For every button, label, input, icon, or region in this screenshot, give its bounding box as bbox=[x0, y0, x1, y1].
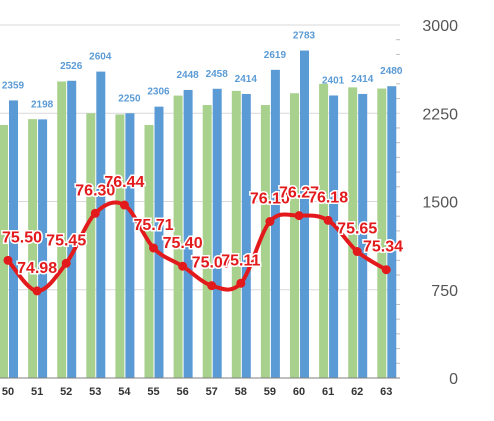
axes: 0 750 1500 2250 3000 50 51 52 53 54 55 56 57 58 59 60 61… bbox=[0, 18, 458, 398]
bar-value-label: 2359 bbox=[2, 80, 25, 91]
bar-value-label: 2783 bbox=[293, 31, 316, 42]
bar-blue bbox=[270, 69, 280, 379]
line-point bbox=[119, 200, 129, 210]
bar-value-label: 2619 bbox=[264, 50, 287, 61]
line-value-label: 76.30 bbox=[75, 182, 115, 199]
bar-green bbox=[290, 93, 299, 378]
bar-value-label: 2414 bbox=[235, 74, 258, 85]
bar-blue bbox=[358, 93, 368, 378]
line-point bbox=[61, 258, 71, 268]
bar-blue bbox=[241, 93, 251, 378]
line-point bbox=[149, 243, 158, 253]
bar-green bbox=[0, 125, 8, 379]
y-tick-label: 750 bbox=[431, 283, 458, 300]
line-value-label: 75.65 bbox=[337, 221, 377, 238]
bar-green bbox=[28, 119, 38, 378]
bar-blue bbox=[67, 80, 77, 379]
line-point bbox=[90, 208, 100, 218]
line-value-label: 74.98 bbox=[17, 260, 57, 277]
bars bbox=[0, 50, 397, 379]
bar-green bbox=[202, 105, 212, 378]
line-point bbox=[236, 278, 246, 288]
x-tick-label: 55 bbox=[147, 386, 159, 398]
bar-green bbox=[348, 87, 358, 378]
bar-green bbox=[57, 81, 67, 378]
bar-green bbox=[173, 95, 183, 378]
bar-value-label: 2604 bbox=[89, 52, 112, 63]
line-value-label: 75.40 bbox=[163, 235, 203, 252]
bar-blue bbox=[9, 100, 18, 379]
line-point bbox=[178, 261, 188, 271]
bar-value-label: 2306 bbox=[147, 87, 170, 98]
bar-blue bbox=[387, 86, 397, 378]
bar-green bbox=[231, 90, 241, 378]
bar-green bbox=[377, 88, 387, 378]
bar-green bbox=[319, 83, 329, 378]
line-value-label: 76.10 bbox=[250, 191, 290, 208]
bar-value-label: 2414 bbox=[351, 74, 374, 85]
line-value-label: 75.11 bbox=[221, 252, 260, 269]
bar-value-label: 2198 bbox=[31, 99, 54, 110]
x-tick-label: 50 bbox=[2, 386, 14, 398]
bar-green bbox=[86, 113, 96, 378]
line-value-label: 75.07 bbox=[192, 255, 232, 272]
bar-value-label: 2458 bbox=[206, 69, 229, 80]
y-tick-label: 0 bbox=[449, 371, 458, 388]
bar-blue bbox=[96, 71, 106, 378]
line-point bbox=[381, 265, 391, 275]
y-tick-label: 2250 bbox=[422, 106, 458, 123]
x-tick-label: 62 bbox=[351, 386, 363, 398]
bar-blue bbox=[212, 88, 222, 378]
x-tick-label: 59 bbox=[264, 386, 276, 398]
x-tick-label: 61 bbox=[322, 386, 334, 398]
data-labels: 2359 2198 2526 2604 2250 2306 2448 2458 2414 2619… bbox=[0, 31, 404, 279]
line-value-label: 76.44 bbox=[104, 174, 144, 191]
x-tick-label: 53 bbox=[89, 386, 101, 398]
line-point bbox=[32, 286, 42, 296]
x-tick-label: 58 bbox=[235, 386, 247, 398]
line-value-label: 75.71 bbox=[133, 217, 173, 234]
line-point bbox=[294, 211, 304, 221]
bar-green bbox=[115, 114, 125, 378]
x-tick-label: 51 bbox=[31, 386, 43, 398]
line-value-label: 76.18 bbox=[308, 189, 348, 206]
x-tick-label: 60 bbox=[293, 386, 305, 398]
line-point bbox=[265, 217, 275, 227]
bar-value-label: 2401 bbox=[322, 75, 345, 86]
x-tick-label: 54 bbox=[118, 386, 131, 398]
bar-value-label: 2448 bbox=[176, 70, 199, 81]
line-value-label: 76.27 bbox=[279, 185, 319, 202]
bar-green bbox=[144, 125, 154, 379]
bar-blue bbox=[154, 106, 164, 378]
line-value-label: 75.34 bbox=[363, 239, 403, 256]
bar-value-label: 2480 bbox=[380, 66, 403, 77]
x-tick-label: 57 bbox=[206, 386, 218, 398]
line-point bbox=[207, 281, 217, 291]
line-point bbox=[3, 255, 13, 265]
bar-value-label: 2526 bbox=[60, 61, 83, 72]
bar-value-label: 2250 bbox=[118, 93, 141, 104]
line-series bbox=[3, 200, 391, 296]
line-point bbox=[352, 247, 362, 257]
y-tick-label: 3000 bbox=[422, 18, 458, 35]
x-tick-label: 63 bbox=[380, 386, 392, 398]
x-tick-label: 52 bbox=[60, 386, 72, 398]
bar-blue bbox=[329, 95, 339, 378]
line-point bbox=[323, 215, 333, 225]
line-value-label: 75.50 bbox=[2, 229, 42, 246]
y-tick-label: 1500 bbox=[422, 195, 458, 212]
bar-blue bbox=[38, 119, 48, 379]
line-value-label: 75.45 bbox=[46, 232, 86, 249]
x-tick-label: 56 bbox=[176, 386, 188, 398]
bar-blue bbox=[183, 89, 193, 379]
bar-green bbox=[260, 105, 270, 378]
bar-blue bbox=[125, 113, 135, 378]
